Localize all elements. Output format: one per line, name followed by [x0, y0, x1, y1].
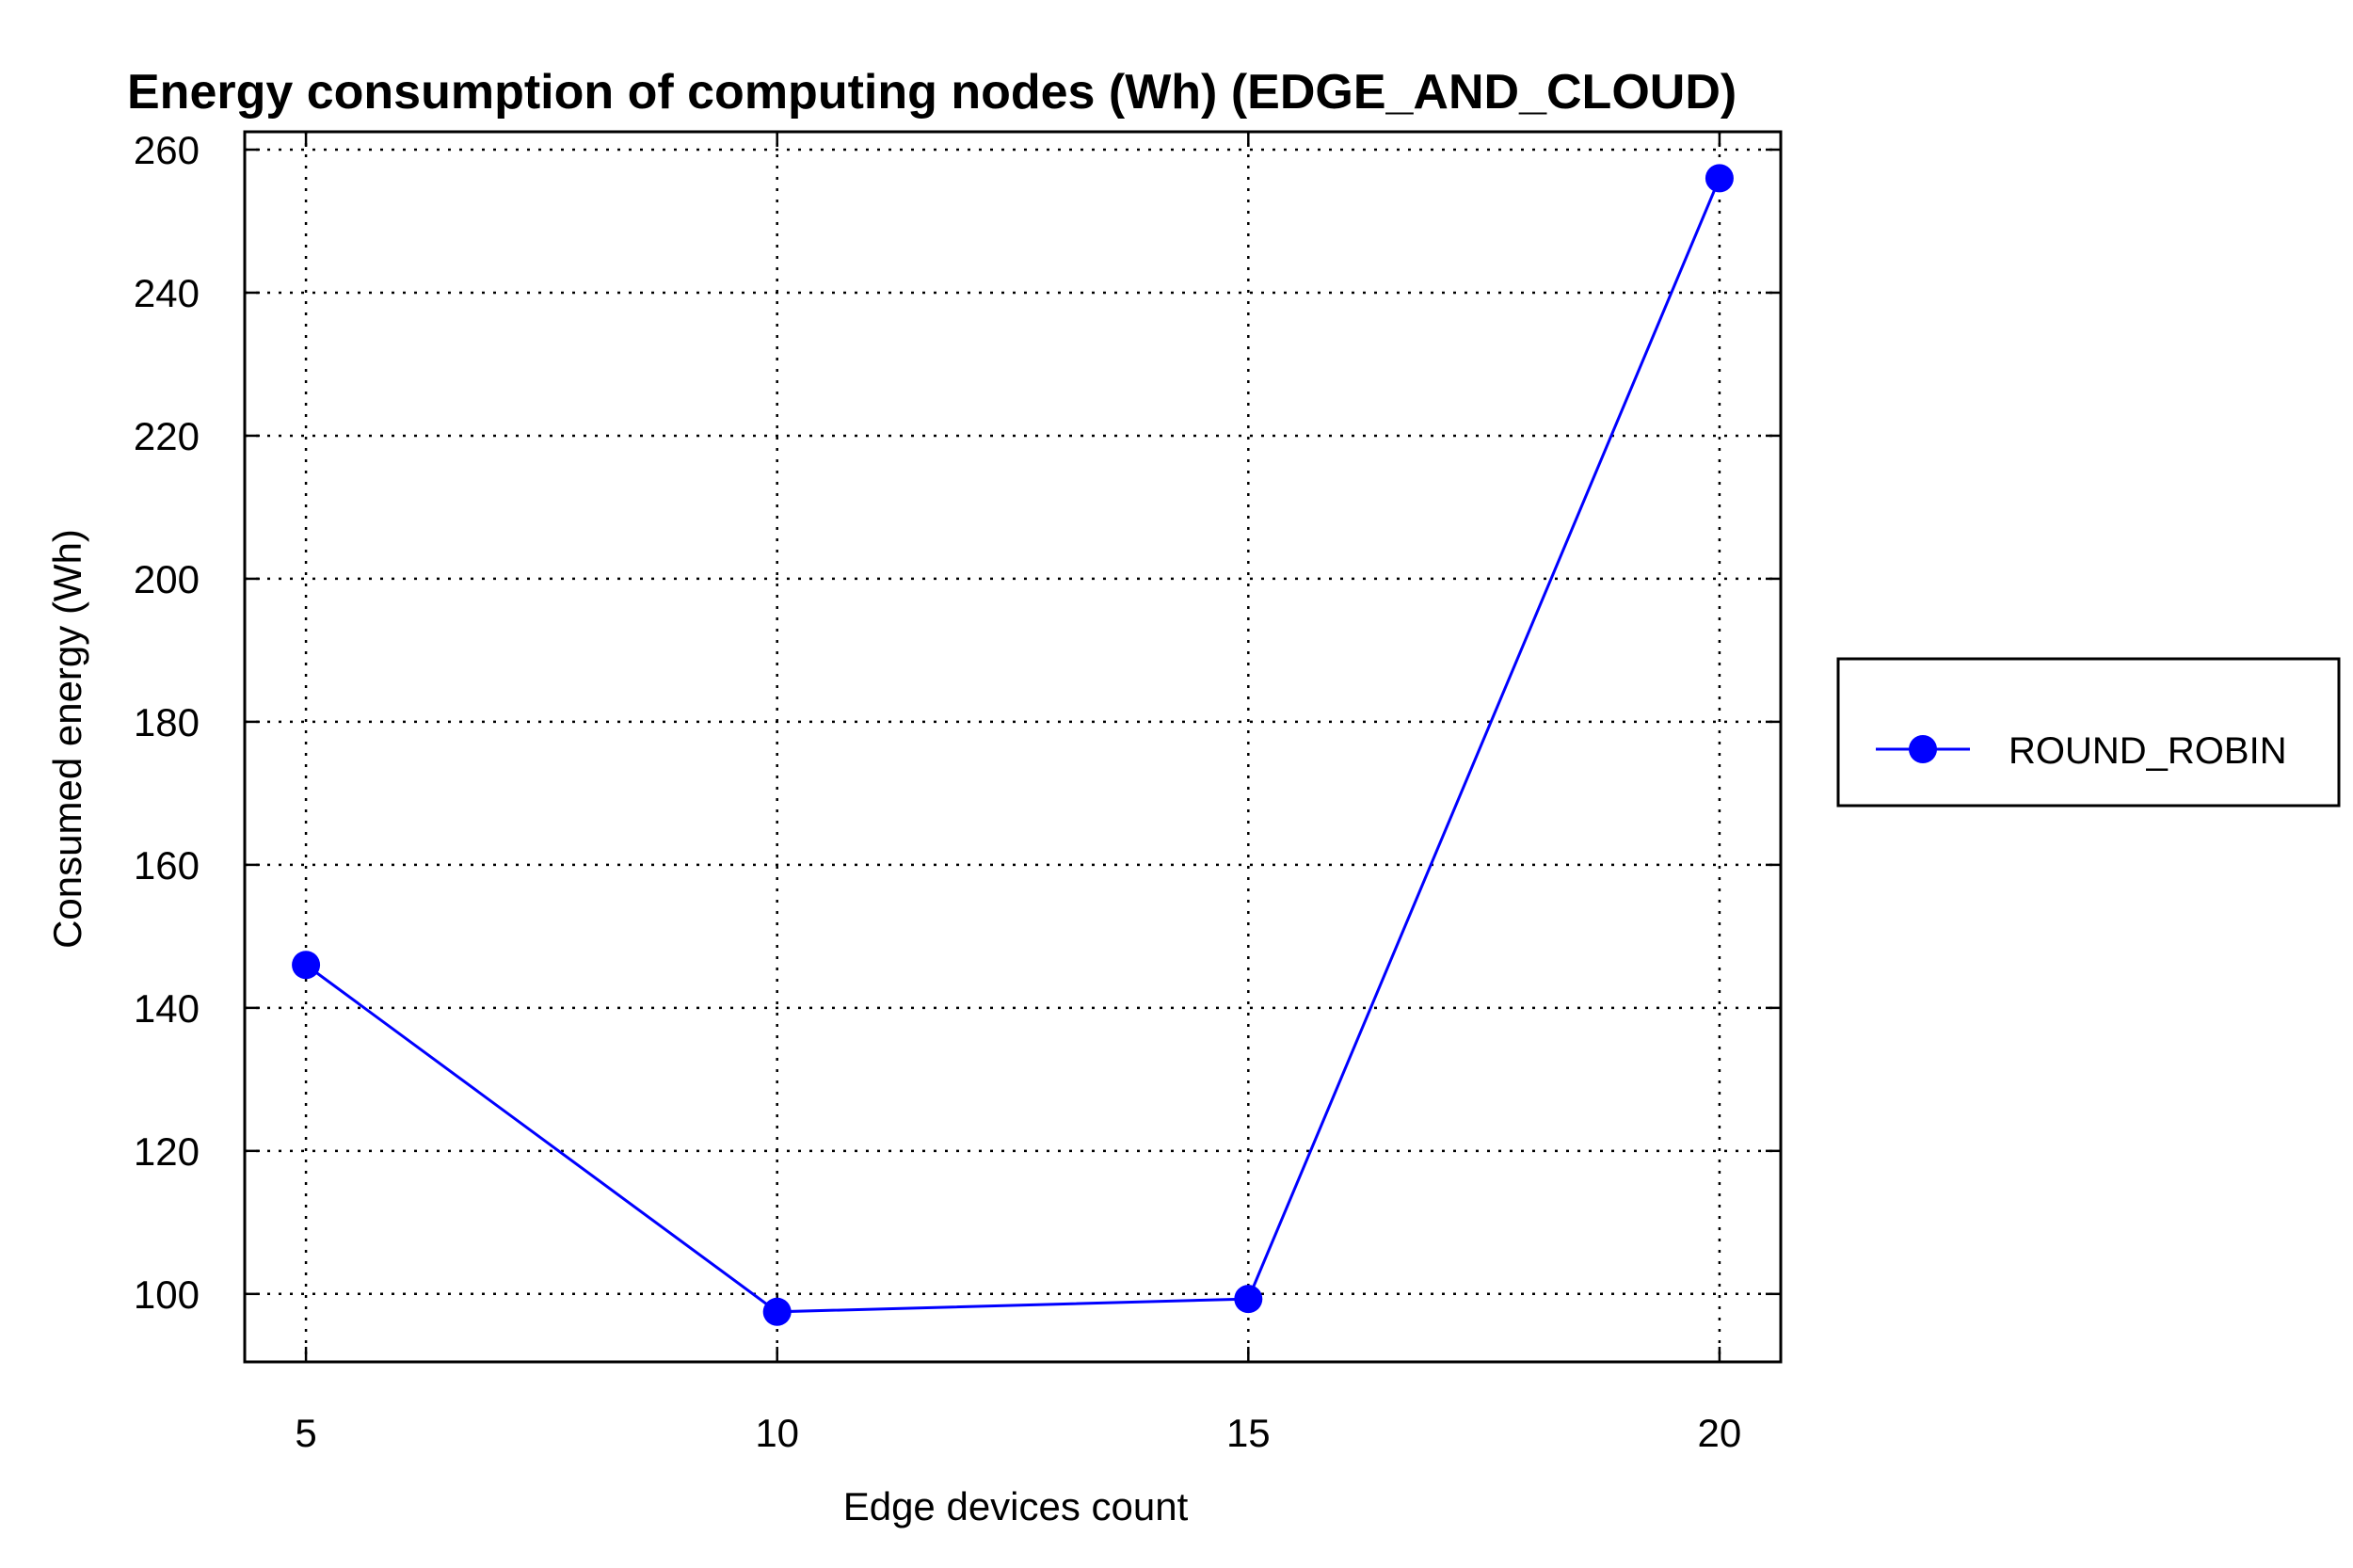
- data-point: [1234, 1285, 1263, 1314]
- legend-box: [1836, 657, 2341, 808]
- series-round-robin: [292, 164, 1734, 1326]
- y-tick-label: 180: [134, 700, 200, 744]
- legend-label: ROUND_ROBIN: [2009, 730, 2287, 772]
- axis-ticks: 5 10 15 20 100 120 140 160 180 200 220 240 260: [134, 128, 1781, 1455]
- plot-frame: [243, 130, 1783, 1364]
- x-axis-label: Edge devices count: [843, 1484, 1189, 1528]
- chart-title: Energy consumption of computing nodes (W…: [127, 65, 1737, 120]
- y-tick-label: 100: [134, 1272, 200, 1317]
- grid: [245, 132, 1781, 1362]
- data-point: [292, 951, 321, 980]
- data-point: [762, 1297, 792, 1326]
- x-tick-label: 15: [1226, 1411, 1271, 1455]
- legend: ROUND_ROBIN: [1836, 657, 2341, 808]
- data-point: [1705, 164, 1734, 193]
- x-tick-label: 5: [295, 1411, 316, 1455]
- y-tick-label: 120: [134, 1129, 200, 1174]
- y-tick-label: 160: [134, 843, 200, 888]
- y-tick-label: 240: [134, 271, 200, 315]
- y-tick-label: 140: [134, 986, 200, 1031]
- y-axis-label: Consumed energy (Wh): [45, 529, 89, 949]
- legend-marker-swatch: [1909, 735, 1937, 763]
- x-tick-label: 10: [755, 1411, 799, 1455]
- y-tick-label: 260: [134, 128, 200, 172]
- series-line: [305, 177, 1721, 1314]
- x-tick-label: 20: [1698, 1411, 1742, 1455]
- y-tick-label: 220: [134, 414, 200, 458]
- y-tick-label: 200: [134, 557, 200, 601]
